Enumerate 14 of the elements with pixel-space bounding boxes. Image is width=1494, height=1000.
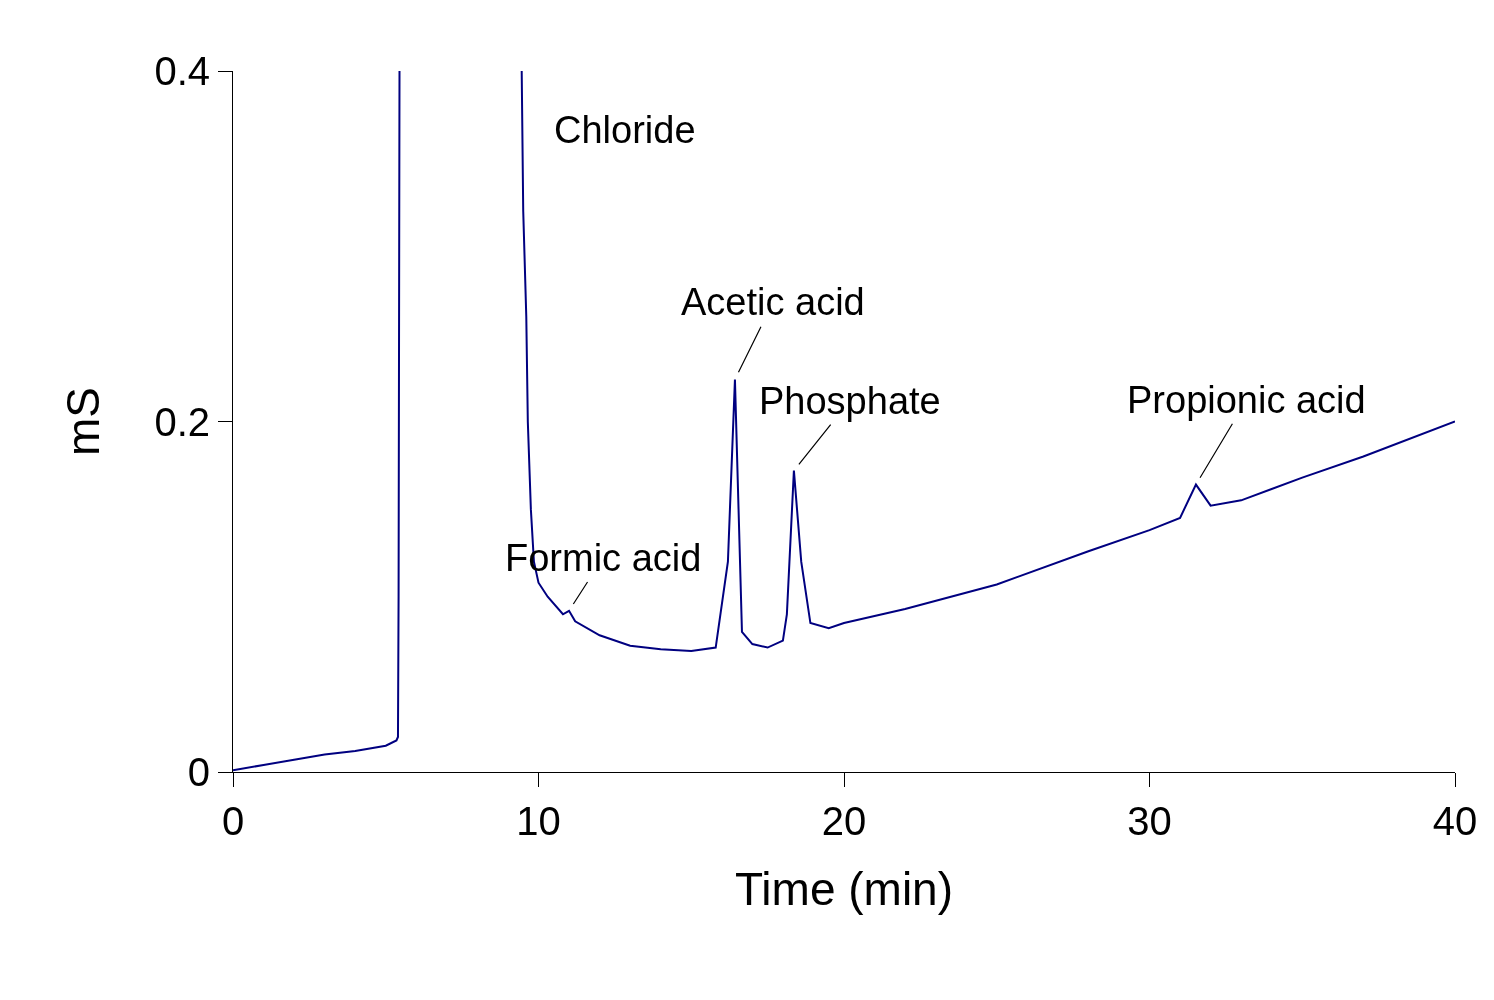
x-tick-label: 10 [516,799,561,843]
x-tick-label: 40 [1432,799,1478,843]
annotation: Acetic acid [681,281,865,323]
annotation: Propionic acid [1127,379,1366,421]
x-axis-title: Time (min) [734,862,954,915]
x-tick-label: 0 [221,799,245,843]
annotation: Phosphate [759,380,941,422]
annotation: Chloride [554,109,696,151]
x-tick-label: 30 [1127,799,1172,843]
y-tick-label: 0 [187,750,210,794]
y-axis-title: mS [56,387,109,456]
y-tick-label: 0.4 [154,49,210,93]
x-tick-label: 20 [821,799,867,843]
y-tick-label: 0.2 [154,399,210,444]
